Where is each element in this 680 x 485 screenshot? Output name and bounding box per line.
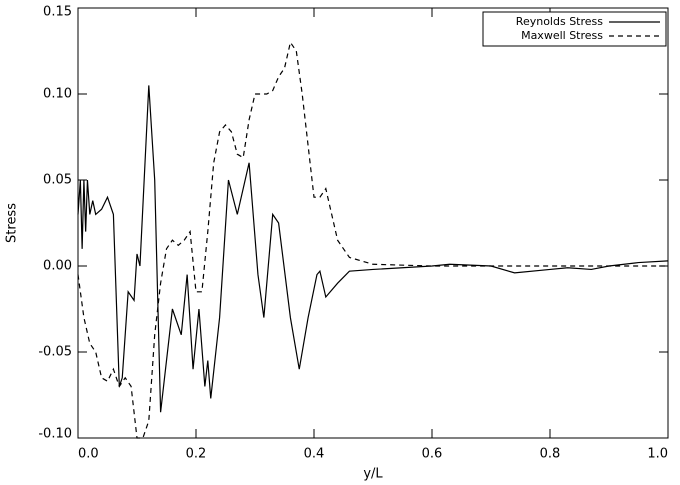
- y-tick-label: -0.10: [38, 427, 72, 442]
- x-axis-label: y/L: [363, 467, 383, 482]
- series-line: [77, 40, 668, 439]
- legend-label: Reynolds Stress: [516, 15, 603, 28]
- x-tick-label: 0.6: [422, 447, 443, 462]
- legend-box: [482, 11, 667, 47]
- series-line: [77, 85, 669, 413]
- x-tick-label: 1.0: [647, 447, 668, 462]
- x-tick-label: 0.2: [186, 447, 207, 462]
- x-tick-label: 0.8: [540, 447, 561, 462]
- y-tick-label: -0.05: [38, 345, 72, 360]
- y-tick-label: 0.05: [43, 173, 72, 188]
- y-tick-label: 0.10: [43, 87, 72, 102]
- x-tick-label: 0.4: [304, 447, 325, 462]
- y-tick-label: 0.00: [43, 259, 72, 274]
- y-axis-label: Stress: [5, 203, 20, 243]
- y-tick-label: 0.15: [43, 5, 72, 20]
- plot-frame: [77, 7, 669, 439]
- legend-label: Maxwell Stress: [521, 29, 603, 42]
- x-tick-label: 0.0: [78, 447, 99, 462]
